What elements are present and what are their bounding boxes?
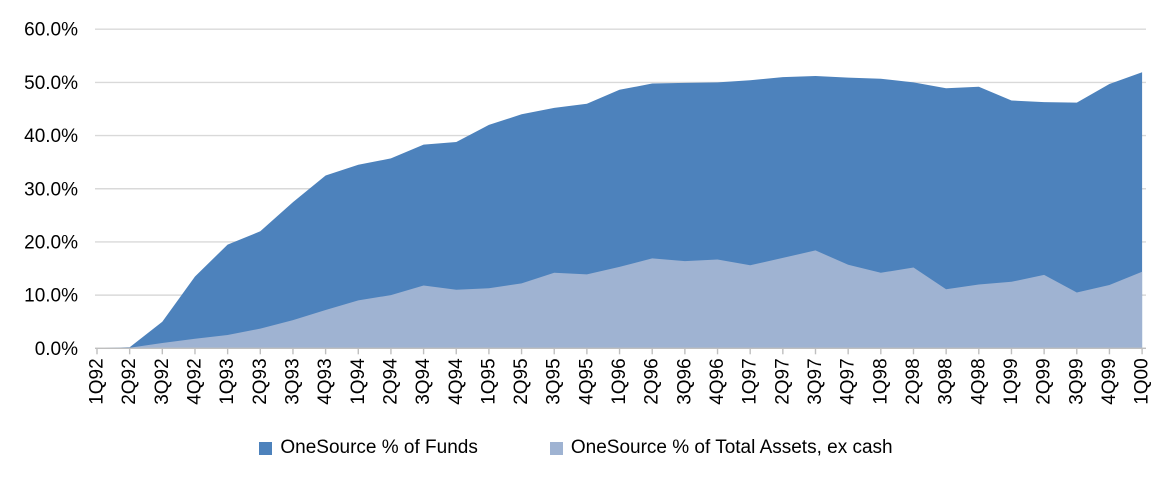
y-axis-tick-label: 30.0% <box>24 179 78 200</box>
x-axis-tick-label: 1Q95 <box>478 358 499 404</box>
x-axis-tick-label: 3Q92 <box>152 358 173 404</box>
x-axis-tick-label: 4Q92 <box>184 358 205 404</box>
x-axis-tick-label: 2Q99 <box>1034 358 1055 404</box>
x-axis-tick-label: 2Q96 <box>642 358 663 404</box>
y-axis-tick-label: 10.0% <box>24 286 78 307</box>
legend-label-funds: OneSource % of Funds <box>280 437 478 458</box>
x-axis-tick-label: 2Q92 <box>119 358 140 404</box>
legend-swatch-funds <box>259 441 273 455</box>
area-series-1 <box>97 250 1143 349</box>
x-axis-tick-label: 1Q97 <box>740 358 761 404</box>
x-axis-tick-label: 4Q97 <box>838 358 859 404</box>
x-axis-tick-label: 1Q98 <box>870 358 891 404</box>
x-axis-tick-label: 4Q98 <box>968 358 989 404</box>
x-axis-tick-label: 3Q95 <box>544 358 565 404</box>
x-axis-tick-label: 2Q94 <box>380 358 401 405</box>
x-axis-tick-label: 3Q99 <box>1066 358 1087 404</box>
x-axis-tick-label: 4Q95 <box>576 358 597 404</box>
x-axis-tick-label: 1Q00 <box>1132 358 1152 404</box>
x-axis-tick-label: 4Q93 <box>315 358 336 404</box>
chart-legend: OneSource % of Funds OneSource % of Tota… <box>0 437 1152 459</box>
x-axis-tick-label: 3Q94 <box>413 358 434 405</box>
x-axis-tick-label: 1Q94 <box>348 358 369 405</box>
x-axis-tick-label: 1Q93 <box>217 358 238 404</box>
x-axis-tick-label: 3Q93 <box>282 358 303 404</box>
y-axis-tick-label: 0.0% <box>35 339 78 360</box>
legend-item-assets: OneSource % of Total Assets, ex cash <box>549 437 893 459</box>
x-axis-tick-label: 3Q97 <box>805 358 826 404</box>
x-axis-tick-label: 1Q99 <box>1001 358 1022 404</box>
y-axis-tick-label: 40.0% <box>24 126 78 147</box>
x-axis-tick-label: 2Q98 <box>903 358 924 404</box>
x-axis-tick-label: 1Q96 <box>609 358 630 404</box>
x-axis-tick-label: 2Q95 <box>511 358 532 404</box>
x-axis-tick-label: 4Q99 <box>1099 358 1120 404</box>
x-axis-tick-label: 3Q96 <box>674 358 695 404</box>
y-axis-tick-label: 20.0% <box>24 232 78 253</box>
x-axis-tick-label: 3Q98 <box>936 358 957 404</box>
x-axis-tick-label: 2Q97 <box>772 358 793 404</box>
x-axis-tick-label: 4Q96 <box>707 358 728 404</box>
x-axis-tick-label: 1Q92 <box>87 358 108 404</box>
legend-label-assets: OneSource % of Total Assets, ex cash <box>570 437 893 458</box>
legend-item-funds: OneSource % of Funds <box>259 437 478 459</box>
area-chart-svg: 0.0% 10.0% 20.0% 30.0% 40.0% 50.0% 60.0% 1Q92 2Q… <box>24 20 1152 405</box>
x-axis-tick-label: 2Q93 <box>250 358 271 404</box>
x-axis-tick-label: 4Q94 <box>446 358 467 405</box>
y-axis-tick-label: 50.0% <box>24 73 78 94</box>
y-axis-tick-label: 60.0% <box>24 20 78 41</box>
legend-swatch-assets <box>549 441 563 455</box>
